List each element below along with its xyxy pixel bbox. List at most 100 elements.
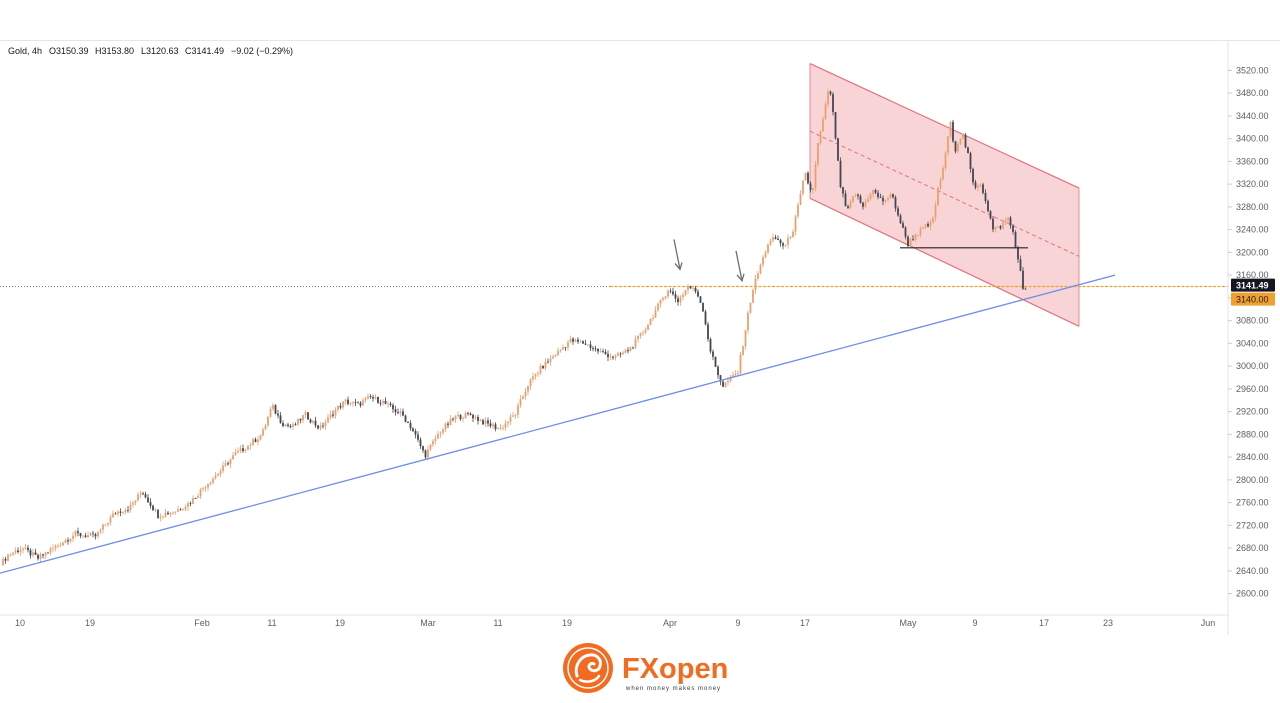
channel-lower-line[interactable]: [809, 197, 1080, 327]
candle-body: [37, 554, 39, 559]
ohlc-high: H3153.80: [95, 46, 134, 56]
candle-body: [592, 348, 594, 349]
brand-tagline: when money makes money: [625, 686, 721, 692]
candle-body: [652, 317, 654, 319]
candle-body: [172, 512, 174, 514]
candle-body: [832, 94, 834, 113]
candle-body: [587, 344, 589, 346]
candle-body: [787, 237, 789, 245]
candle-body: [839, 160, 842, 188]
candle-body: [52, 548, 54, 549]
candle-body: [852, 196, 854, 202]
candle-body: [844, 193, 847, 207]
candle-body: [249, 445, 252, 446]
price-tick-label: 3400.00: [1236, 134, 1269, 144]
candle-body: [127, 510, 129, 511]
candle-body: [274, 405, 277, 414]
candle-body: [369, 396, 372, 397]
candle-body: [69, 538, 72, 542]
candle-body: [842, 187, 844, 194]
candle-body: [614, 355, 617, 358]
candle-body: [314, 420, 317, 426]
price-tick-label: 2640.00: [1236, 566, 1269, 576]
candle-body: [337, 405, 339, 410]
candle-body: [784, 244, 787, 246]
candle-body: [277, 413, 279, 416]
candle-body: [442, 429, 444, 433]
down-arrow-icon: [735, 250, 745, 283]
candle-body: [24, 547, 27, 549]
price-tick-label: 2960.00: [1236, 384, 1269, 394]
price-tick-label: 3480.00: [1236, 88, 1269, 98]
candle-body: [412, 428, 414, 432]
candle-body: [972, 169, 974, 183]
candle-body: [537, 373, 539, 375]
time-tick-label: 9: [972, 618, 977, 628]
candle-body: [987, 200, 989, 212]
price-tick-label: 3080.00: [1236, 316, 1269, 326]
candle-body: [934, 205, 937, 218]
candle-body: [597, 348, 599, 352]
candle-body: [867, 199, 869, 202]
candle-body: [477, 416, 479, 421]
candle-body: [334, 409, 337, 416]
candle-body: [234, 452, 237, 456]
candle-body: [457, 414, 459, 417]
candle-body: [292, 424, 294, 428]
candle-body: [32, 552, 34, 556]
candle-body: [514, 414, 517, 416]
candle-body: [207, 483, 209, 488]
price-chart[interactable]: 2600.00 2640.00 2680.00 2720.00 2760.00 2800.…: [0, 41, 1280, 635]
candle-body: [437, 433, 439, 439]
candle-body: [214, 475, 217, 479]
candle-body: [769, 240, 772, 245]
candle-body: [632, 347, 634, 349]
candle-body: [359, 402, 362, 406]
candle-body: [64, 540, 67, 543]
candle-body: [259, 435, 262, 440]
candle-body: [352, 401, 354, 404]
candle-body: [964, 134, 967, 148]
candle-body: [639, 333, 642, 336]
candle-body: [399, 411, 402, 414]
candle-body: [572, 338, 574, 342]
candle-body: [242, 448, 244, 452]
candle-body: [239, 448, 242, 451]
candle-body: [329, 414, 332, 418]
candle-body: [717, 366, 719, 376]
candle-body: [519, 399, 522, 406]
candle-body: [792, 231, 794, 238]
candle-body: [267, 416, 269, 426]
candle-body: [452, 418, 454, 420]
chart-area[interactable]: 2600.00 2640.00 2680.00 2720.00 2760.00 2800.…: [0, 40, 1280, 636]
candle-body: [734, 373, 737, 376]
candle-body: [144, 494, 147, 498]
candle-body: [392, 405, 394, 410]
candle-body: [894, 197, 897, 209]
uptrend-support-line[interactable]: [0, 274, 1116, 574]
candle-body: [469, 413, 472, 416]
candle-body: [287, 424, 289, 426]
time-tick-label: 11: [493, 618, 502, 628]
candle-body: [229, 459, 232, 465]
candle-body: [567, 342, 569, 348]
candle-body: [257, 439, 259, 443]
price-tick-label: 3200.00: [1236, 247, 1269, 257]
candle-body: [504, 423, 507, 428]
candle-body: [387, 403, 389, 405]
candle-body: [507, 421, 509, 424]
price-tick-label: 3000.00: [1236, 361, 1269, 371]
channel-upper-line[interactable]: [809, 63, 1080, 189]
channel-median-line[interactable]: [809, 130, 1080, 257]
time-tick-label: 19: [335, 618, 345, 628]
candle-body: [99, 529, 102, 532]
candle-body: [134, 500, 137, 503]
candle-body: [109, 517, 112, 523]
candle-body: [872, 190, 874, 195]
candle-body: [577, 339, 579, 342]
candle-body: [687, 286, 689, 290]
candle-body: [339, 405, 342, 408]
candle-body: [149, 502, 152, 506]
candle-body: [759, 264, 762, 274]
candle-body: [854, 194, 857, 197]
